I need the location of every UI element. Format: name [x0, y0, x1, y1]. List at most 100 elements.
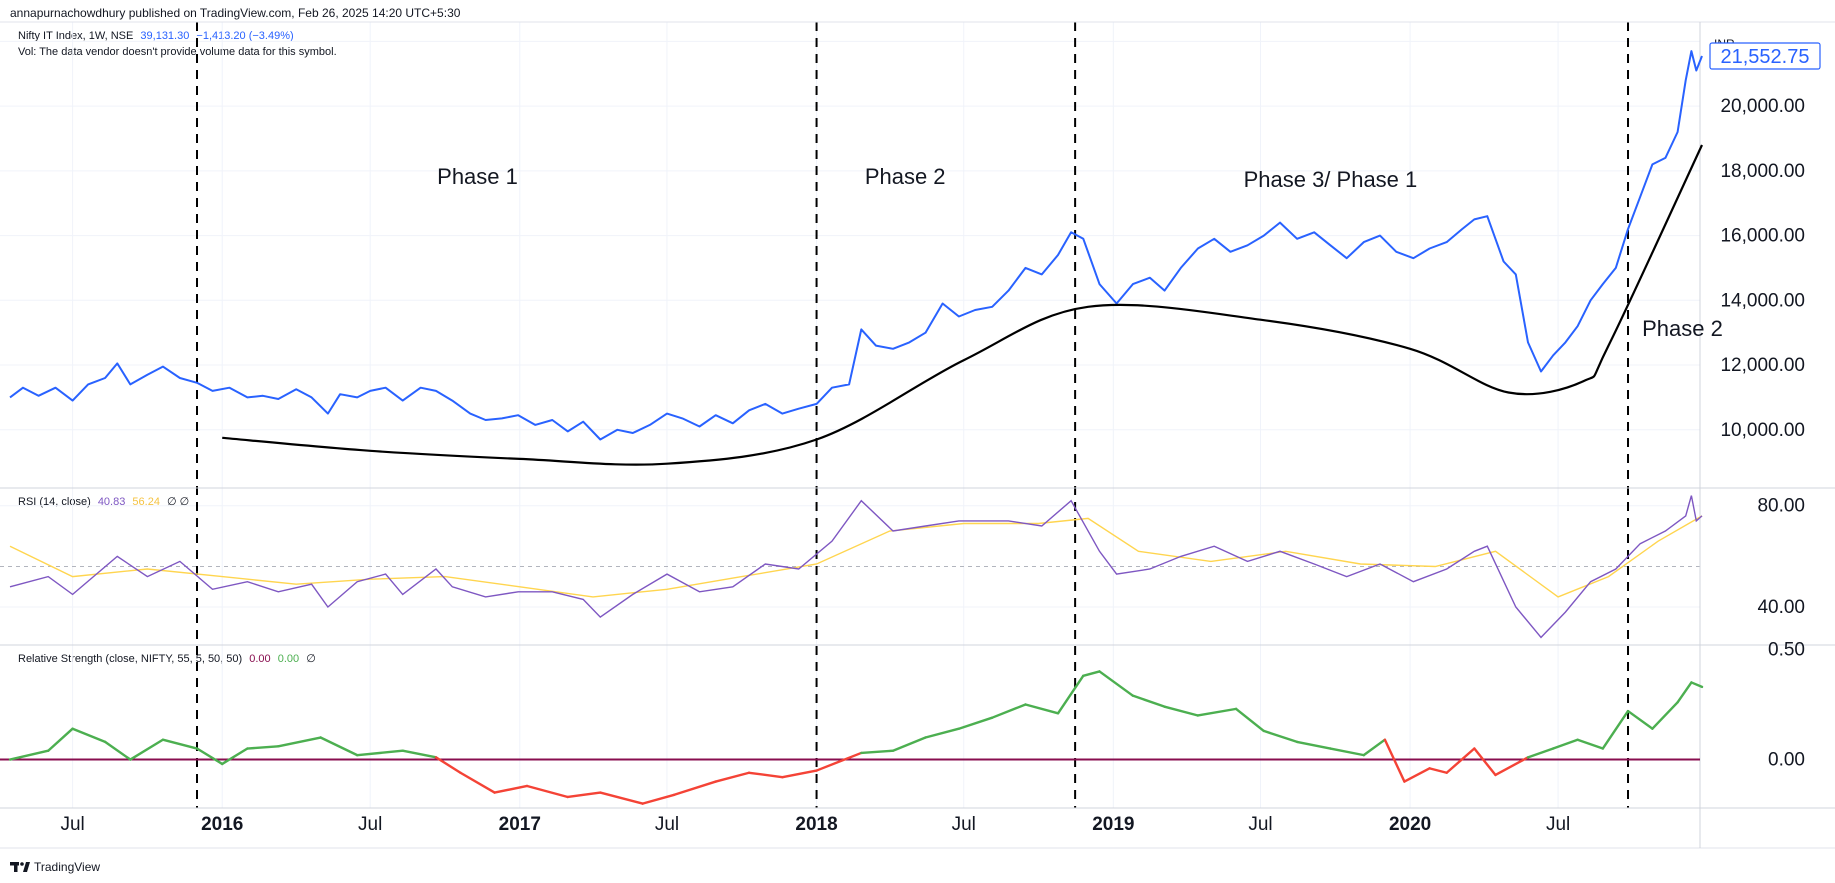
tradingview-logo-icon: [10, 862, 30, 872]
x-axis-label: 2018: [795, 814, 837, 835]
rs-segment: [1626, 709, 1654, 730]
rs-segment: [221, 747, 249, 766]
last-price-label: 21,552.75: [1721, 46, 1810, 68]
symbol-label: Nifty IT Index, 1W, NSE: [18, 30, 134, 42]
price-axis-label: 14,000.00: [1720, 290, 1805, 311]
price-axis-label: 16,000.00: [1720, 226, 1805, 247]
phase-annotation: Phase 3/ Phase 1: [1244, 167, 1418, 192]
rs-segment: [1445, 747, 1476, 774]
rs-segment: [1024, 703, 1060, 715]
rsi-ma-value: 56.24: [132, 496, 160, 508]
rsi-axis-label: 80.00: [1757, 496, 1805, 517]
rs-segment: [1526, 747, 1555, 759]
rs-segment: [891, 736, 927, 752]
rs-segment: [1131, 694, 1166, 708]
price-axis-label: 20,000.00: [1720, 96, 1805, 117]
rs-segment: [1082, 670, 1101, 678]
footer-brand: TradingView: [10, 860, 100, 874]
rs-segment: [1601, 709, 1630, 750]
rs-segment: [1494, 756, 1530, 777]
rs-segment: [714, 771, 751, 783]
rs-segment: [1262, 729, 1299, 744]
rs-segment: [277, 736, 322, 748]
rs-segment: [1651, 701, 1679, 730]
rs-segment: [103, 740, 132, 761]
price-series-line: [9, 50, 1703, 441]
symbol-change: −1,413.20 (−3.49%): [196, 30, 294, 42]
footer-brand-label: TradingView: [34, 860, 101, 874]
rs-segment: [1295, 740, 1332, 750]
rs-legend: Relative Strength (close, NIFTY, 55, 5, …: [18, 652, 320, 665]
rs-segment: [860, 749, 895, 755]
rs-segment: [319, 736, 359, 757]
rs-segment: [641, 793, 676, 805]
rs-segment: [924, 727, 961, 739]
rs-segment: [355, 749, 404, 757]
volume-note: Vol: The data vendor doesn't provide vol…: [18, 46, 337, 58]
rs-segment: [8, 749, 50, 761]
rs-value1: 0.00: [249, 653, 271, 665]
x-axis-label: Jul: [952, 814, 976, 835]
rs-axis-label: 0.00: [1768, 750, 1805, 771]
rs-segment: [781, 769, 818, 779]
last-price-box: [1709, 42, 1821, 70]
rs-segment: [129, 738, 165, 761]
rsi-axis-label: 40.00: [1757, 597, 1805, 618]
rs-segment: [161, 738, 199, 750]
x-axis-label: Jul: [60, 814, 84, 835]
rs-segment: [566, 791, 602, 799]
rs-segment: [195, 747, 224, 766]
rs-label: Relative Strength (close, NIFTY, 55, 5, …: [18, 653, 243, 665]
x-axis-label: Jul: [1248, 814, 1272, 835]
rs-segment: [71, 727, 107, 744]
x-axis-label: 2016: [201, 814, 243, 835]
rs-value2: 0.00: [277, 653, 300, 665]
rs-segment: [401, 749, 438, 759]
publisher-line: annapurnachowdhury published on TradingV…: [10, 6, 461, 20]
rs-segment: [1098, 670, 1135, 697]
rs-segment: [459, 771, 496, 794]
rs-segment: [1428, 767, 1448, 774]
trend-curve-line: [222, 144, 1703, 466]
rs-segment: [599, 791, 644, 805]
rs-segment: [747, 771, 784, 779]
rsi-line: [9, 495, 1703, 639]
symbol-legend: Nifty IT Index, 1W, NSE 39,131.30 −1,413…: [18, 30, 298, 42]
x-axis-label: Jul: [358, 814, 382, 835]
rs-segment: [493, 784, 529, 794]
price-axis-label: 10,000.00: [1720, 420, 1805, 441]
rs-segment: [957, 716, 994, 730]
rs-segment: [47, 727, 74, 752]
x-axis-label: 2020: [1389, 814, 1431, 835]
phase-annotation: Phase 2: [1642, 316, 1723, 341]
rs-segment: [1163, 705, 1200, 717]
rs-segment: [1362, 738, 1387, 757]
rsi-extra: ∅ ∅: [167, 496, 190, 508]
rsi-ma-line: [9, 515, 1703, 598]
rs-segment: [1056, 674, 1085, 715]
rs-segment: [1234, 707, 1265, 733]
rs-segment: [1690, 681, 1704, 689]
rs-segment: [815, 751, 863, 772]
rs-segment: [1552, 738, 1579, 750]
rs-segment: [1676, 681, 1693, 704]
rs-segment: [1383, 738, 1406, 783]
rs-segment: [525, 784, 569, 799]
rs-segment: [1473, 747, 1497, 777]
x-axis-label: 2019: [1092, 814, 1134, 835]
rs-segment: [673, 780, 717, 796]
rs-segment: [246, 745, 280, 750]
rs-extra: ∅: [306, 653, 316, 665]
phase-annotation: Phase 1: [437, 164, 518, 189]
rs-segment: [990, 703, 1027, 719]
price-axis-label: 12,000.00: [1720, 355, 1805, 376]
rs-segment: [1576, 738, 1605, 750]
rs-segment: [434, 756, 462, 774]
phase-annotation: Phase 2: [865, 164, 946, 189]
rsi-value: 40.83: [97, 496, 126, 508]
x-axis-label: 2017: [499, 814, 541, 835]
rs-segment: [1403, 767, 1431, 783]
x-axis-label: Jul: [1546, 814, 1570, 835]
rs-segment: [1329, 747, 1365, 757]
